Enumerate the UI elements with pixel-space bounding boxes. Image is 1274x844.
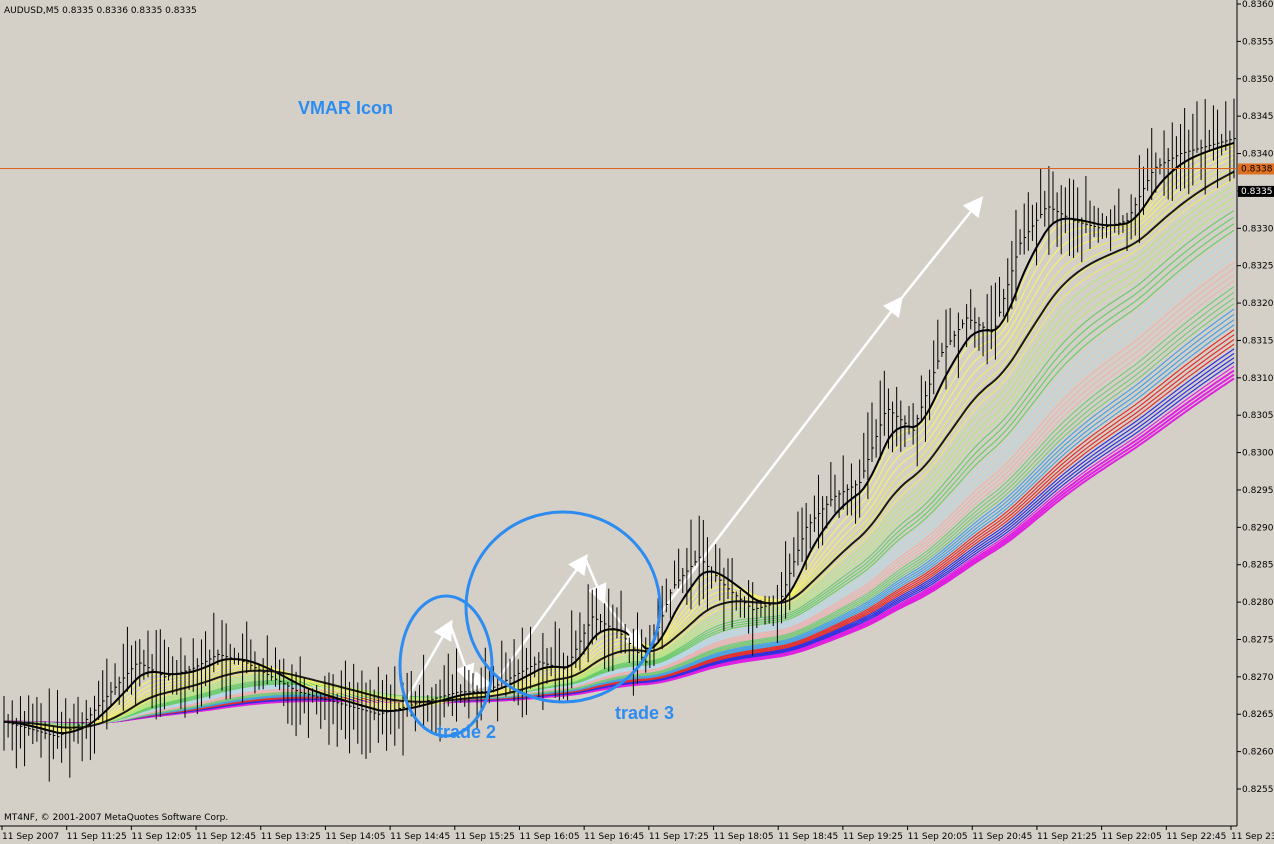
ma-ribbon-line [4,274,1235,725]
time-tick-label: 11 Sep 21:25 [1037,832,1097,842]
ma-ribbon-line [3,184,1235,728]
price-tick-label: 0.8360 [1242,0,1274,10]
price-tick-label: 0.8255 [1242,785,1274,795]
time-tick-label: 11 Sep 11:25 [67,832,127,842]
time-tick-label: 11 Sep 16:45 [584,832,644,842]
time-tick-label: 11 Sep 14:45 [390,832,450,842]
time-tick-label: 11 Sep 14:05 [325,832,385,842]
trade-arrow [899,196,984,301]
time-tick-label: 11 Sep 16:05 [519,832,579,842]
price-tick-label: 0.8265 [1242,710,1274,720]
ma-ribbon-line [3,152,1235,731]
annotation-trade-3: trade 3 [615,703,674,723]
copyright-text: MT4NF, © 2001-2007 MetaQuotes Software C… [4,813,228,823]
slow-ma-line [3,170,1235,729]
current-price-box [1238,185,1274,197]
ma-ribbon-line [3,216,1235,727]
ma-ribbon-line [3,147,1235,732]
price-tick-label: 0.8325 [1242,262,1274,272]
time-tick-label: 11 Sep 18:45 [778,832,838,842]
time-tick-label: 11 Sep 13:25 [261,832,321,842]
price-tick-label: 0.8295 [1242,486,1274,496]
price-tick-label: 0.8330 [1242,224,1274,234]
ma-ribbon-line [3,210,1235,727]
price-tick-label: 0.8275 [1242,635,1274,645]
time-tick-label: 11 Sep 15:25 [455,832,515,842]
price-tick-label: 0.8300 [1242,449,1274,459]
ma-ribbon-line [3,161,1235,730]
price-tick-label: 0.8270 [1242,673,1274,683]
ma-ribbon-line [4,268,1235,725]
ma-ribbon-group [3,141,1235,735]
symbol-info: AUDUSD,M5 0.8335 0.8336 0.8335 0.8335 [4,6,197,16]
trade-2-circle [398,594,494,738]
ma-ribbon-line [4,262,1235,726]
price-tick-label: 0.8345 [1242,112,1274,122]
trade-arrow [448,623,475,685]
price-tick-label: 0.8340 [1242,150,1274,160]
price-tick-label: 0.8350 [1242,75,1274,85]
time-tick-label: 11 Sep 23:30 [1231,832,1274,842]
ma-ribbon-line [4,229,1235,726]
price-tick-label: 0.8315 [1242,336,1274,346]
price-tick-label: 0.8305 [1242,411,1274,421]
time-tick-label: 11 Sep 18:05 [714,832,774,842]
annotation-trade-2: trade 2 [437,722,496,742]
price-tick-label: 0.8320 [1242,299,1274,309]
ma-ribbon-line [4,223,1235,726]
annotation-vmar-icon: VMAR Icon [298,98,393,118]
ma-ribbon-line [3,197,1235,727]
ma-ribbon-line [4,249,1235,726]
price-tick-label: 0.8310 [1242,374,1274,384]
time-tick-label: 11 Sep 22:05 [1102,832,1162,842]
price-tick-label: 0.8260 [1242,748,1274,758]
horizontal-line-price-box [1238,163,1274,175]
time-tick-label: 11 Sep 12:05 [131,832,191,842]
price-tick-label: 0.8355 [1242,37,1274,47]
price-bars-group [3,98,1236,782]
time-tick-label: 11 Sep 20:45 [972,832,1032,842]
ma-ribbon-line [3,178,1235,728]
trade-3-circle [464,510,662,704]
ma-ribbon-line [4,236,1235,726]
trade-circles-group [398,510,662,738]
price-tick-label: 0.8280 [1242,598,1274,608]
time-tick-label: 11 Sep 17:25 [649,832,709,842]
fast-ma-line [3,141,1235,735]
current-price-label: 0.8335 [1241,187,1273,197]
time-tick-label: 11 Sep 2007 [2,832,59,842]
trade-arrow [583,557,607,605]
time-tick-label: 11 Sep 22:45 [1166,832,1226,842]
time-tick-label: 11 Sep 20:05 [908,832,968,842]
ma-ribbon-line [4,255,1235,726]
ma-ribbon-line [4,242,1235,726]
ma-ribbon-line [3,144,1235,733]
horizontal-line-price-label: 0.8338 [1241,164,1273,174]
trade-arrow [659,296,904,615]
ma-ribbon-line [3,167,1235,729]
ma-ribbon-line [3,190,1235,727]
price-tick-label: 0.8285 [1242,561,1274,571]
ma-ribbon-line [3,203,1235,727]
ma-ribbon-line [3,156,1235,730]
time-tick-label: 11 Sep 12:45 [196,832,256,842]
time-tick-label: 11 Sep 19:25 [843,832,903,842]
price-tick-label: 0.8290 [1242,523,1274,533]
time-axis: 11 Sep 2007 11 Sep 11:25 11 Sep 12:05 11 Se… [1,826,1274,842]
